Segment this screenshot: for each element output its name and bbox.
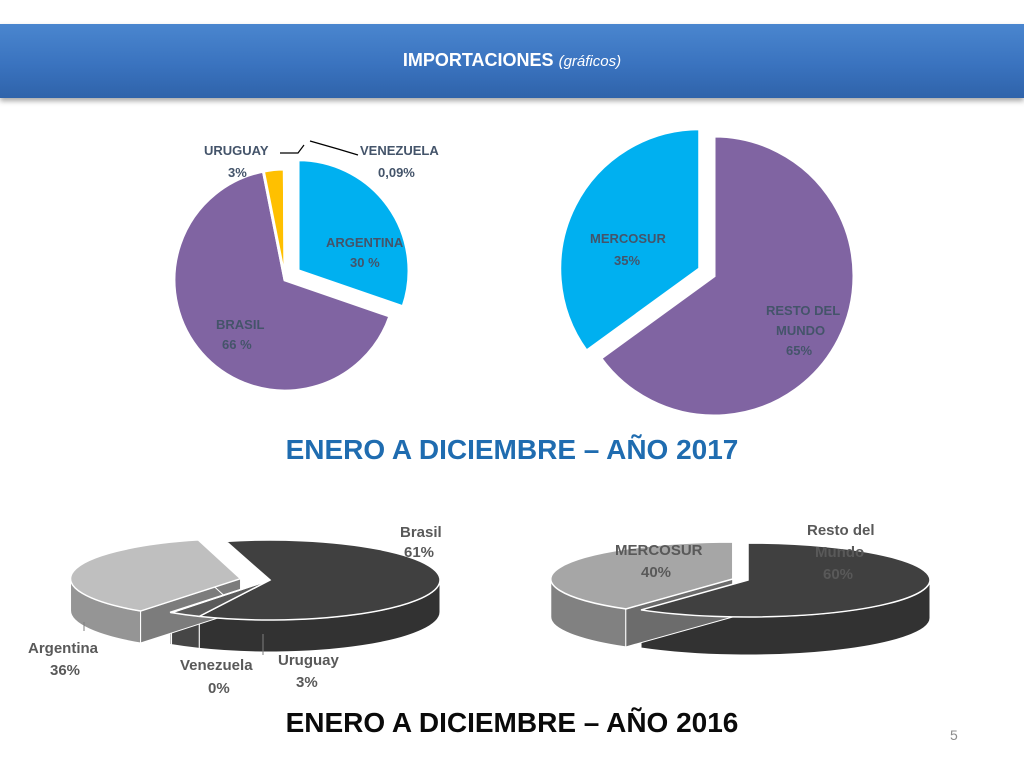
pie-2017-paises-slices: [172, 158, 411, 393]
label-resto-value: 65%: [786, 343, 812, 358]
label-mercosur-value: 35%: [614, 253, 640, 268]
label-resto-2016-name-2: Mundo: [815, 544, 864, 561]
label-argentina-name: ARGENTINA: [326, 235, 404, 250]
label-venezuela-name: VENEZUELA: [360, 143, 439, 158]
label-venezuela-2016-value: 0%: [208, 680, 230, 697]
pie-slice-mercosur: [550, 541, 734, 610]
slide-header-bar: IMPORTACIONES (gráficos): [0, 24, 1024, 98]
pie-chart-2016-paises: Brasil 61% Argentina 36% Venezuela 0% Ur…: [28, 524, 442, 697]
slide-title-subtitle: (gráficos): [558, 53, 622, 70]
pie-2016-regiones-slices: [550, 541, 931, 656]
label-venezuela-2016-name: Venezuela: [180, 657, 253, 674]
label-argentina-2016-value: 36%: [50, 662, 80, 679]
pie-slice-mercosur: [560, 127, 702, 354]
pie-slice-argentina: [69, 539, 242, 612]
pie-slice-brasil: [196, 539, 441, 621]
label-resto-2016-name: Resto del: [807, 522, 875, 539]
label-resto-2016-value: 60%: [823, 566, 853, 583]
page-number: 5: [950, 727, 958, 743]
label-uruguay-2016-value: 3%: [296, 674, 318, 691]
pie-slice-venezuela: [169, 579, 271, 614]
label-brasil-name: BRASIL: [216, 317, 264, 332]
label-uruguay-name: URUGUAY: [204, 143, 269, 158]
pie-2016-paises-slices: [69, 538, 441, 653]
pie-slice-venezuela: [282, 167, 287, 281]
heading-2017: ENERO A DICIEMBRE – AÑO 2017: [285, 434, 739, 465]
pie-slice-argentina: [296, 158, 411, 309]
slide-title: IMPORTACIONES (gráficos): [0, 50, 1024, 71]
label-resto-name: RESTO DEL: [766, 303, 840, 318]
pie-chart-2017-regiones: MERCOSUR 35% RESTO DEL MUNDO 65%: [560, 127, 856, 418]
pie-chart-2017-paises: URUGUAY 3% VENEZUELA 0,09% ARGENTINA 30 …: [172, 140, 439, 393]
label-resto-name-2: MUNDO: [776, 323, 825, 338]
leader-line-venezuela: [309, 140, 359, 156]
slide-title-main: IMPORTACIONES: [402, 50, 554, 70]
label-brasil-2016-name: Brasil: [400, 524, 442, 541]
pie-slice-brasil: [172, 169, 392, 393]
label-mercosur-2016-name: MERCOSUR: [615, 542, 703, 559]
label-mercosur-2016-value: 40%: [641, 564, 671, 581]
heading-2016: ENERO A DICIEMBRE – AÑO 2016: [285, 707, 739, 738]
pie-slice-resto-del-mundo: [640, 542, 931, 618]
label-mercosur-name: MERCOSUR: [590, 231, 666, 246]
label-argentina-2016-name: Argentina: [28, 640, 99, 657]
label-uruguay-2016-name: Uruguay: [278, 652, 340, 669]
label-argentina-value: 30 %: [350, 255, 380, 270]
label-venezuela-value: 0,09%: [378, 165, 415, 180]
label-brasil-value: 66 %: [222, 337, 252, 352]
pie-2017-regiones-slices: [560, 127, 856, 418]
label-uruguay-value: 3%: [228, 165, 247, 180]
leader-line-uruguay: [280, 144, 305, 154]
label-brasil-2016-value: 61%: [404, 544, 434, 561]
pie-chart-2016-regiones: MERCOSUR 40% Resto del Mundo 60%: [550, 522, 931, 656]
pie-2017-paises-leader-lines: [280, 140, 359, 156]
pie-slice-resto-del-mundo: [598, 134, 856, 418]
